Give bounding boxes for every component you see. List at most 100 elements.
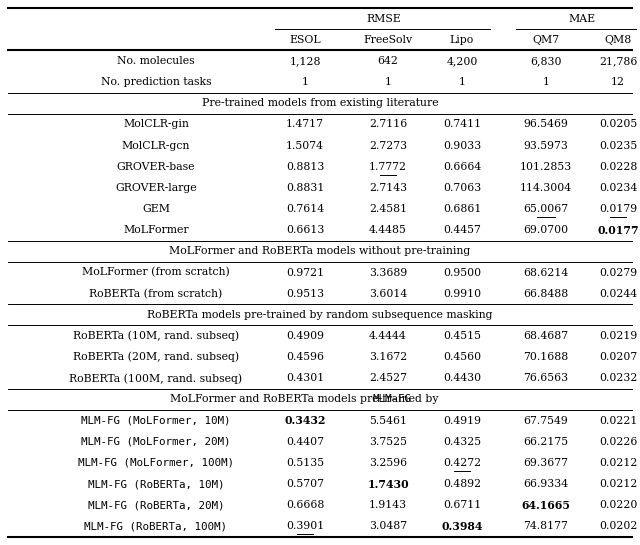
Text: 66.9334: 66.9334 (524, 479, 568, 489)
Text: 93.5973: 93.5973 (524, 141, 568, 150)
Text: 1: 1 (543, 77, 550, 87)
Text: 0.4892: 0.4892 (443, 479, 481, 489)
Text: 0.0177: 0.0177 (597, 225, 639, 235)
Text: 3.0487: 3.0487 (369, 522, 407, 531)
Text: 64.1665: 64.1665 (522, 500, 570, 511)
Text: 0.4407: 0.4407 (286, 437, 324, 447)
Text: 0.9910: 0.9910 (443, 289, 481, 299)
Text: QM7: QM7 (532, 35, 559, 45)
Text: No. molecules: No. molecules (117, 56, 195, 66)
Text: MoLFormer (from scratch): MoLFormer (from scratch) (82, 268, 230, 277)
Text: GROVER-base: GROVER-base (116, 162, 195, 172)
Text: 0.0219: 0.0219 (599, 331, 637, 341)
Text: 1.7430: 1.7430 (367, 479, 409, 489)
Text: MolCLR-gcn: MolCLR-gcn (122, 141, 190, 150)
Text: 3.3689: 3.3689 (369, 268, 407, 277)
Text: 68.4687: 68.4687 (524, 331, 568, 341)
Text: No. prediction tasks: No. prediction tasks (100, 77, 211, 87)
Text: 3.7525: 3.7525 (369, 437, 407, 447)
Text: MLM-FG (RoBERTa, 10M): MLM-FG (RoBERTa, 10M) (88, 479, 224, 489)
Text: 21,786: 21,786 (599, 56, 637, 66)
Text: 0.0234: 0.0234 (599, 183, 637, 193)
Text: 0.0221: 0.0221 (599, 416, 637, 426)
Text: 0.5707: 0.5707 (286, 479, 324, 489)
Text: 1.5074: 1.5074 (286, 141, 324, 150)
Text: 0.6711: 0.6711 (443, 500, 481, 510)
Text: MLM-FG: MLM-FG (372, 395, 412, 404)
Text: 0.0205: 0.0205 (599, 119, 637, 129)
Text: 0.0212: 0.0212 (599, 479, 637, 489)
Text: 0.4560: 0.4560 (443, 352, 481, 362)
Text: 0.6613: 0.6613 (286, 225, 324, 235)
Text: 0.4430: 0.4430 (443, 373, 481, 383)
Text: 114.3004: 114.3004 (520, 183, 572, 193)
Text: 0.9513: 0.9513 (286, 289, 324, 299)
Text: 76.6563: 76.6563 (524, 373, 568, 383)
Text: 66.8488: 66.8488 (524, 289, 568, 299)
Text: 0.8831: 0.8831 (286, 183, 324, 193)
Text: MoLFormer and RoBERTa models pre-trained by: MoLFormer and RoBERTa models pre-trained… (170, 395, 442, 404)
Text: RoBERTa models pre-trained by random subsequence masking: RoBERTa models pre-trained by random sub… (147, 310, 493, 320)
Text: 2.7116: 2.7116 (369, 119, 407, 129)
Text: 0.7411: 0.7411 (443, 119, 481, 129)
Text: 2.7273: 2.7273 (369, 141, 407, 150)
Text: RMSE: RMSE (366, 14, 401, 23)
Text: MoLFormer: MoLFormer (123, 225, 189, 235)
Text: GROVER-large: GROVER-large (115, 183, 197, 193)
Text: 4.4444: 4.4444 (369, 331, 407, 341)
Text: 1: 1 (301, 77, 308, 87)
Text: 3.6014: 3.6014 (369, 289, 407, 299)
Text: 1: 1 (385, 77, 392, 87)
Text: 2.7143: 2.7143 (369, 183, 407, 193)
Text: MoLFormer and RoBERTa models without pre-training: MoLFormer and RoBERTa models without pre… (170, 246, 470, 256)
Text: 0.4457: 0.4457 (443, 225, 481, 235)
Text: 0.0202: 0.0202 (599, 522, 637, 531)
Text: 1: 1 (458, 77, 465, 87)
Text: 0.5135: 0.5135 (286, 458, 324, 468)
Text: 4.4485: 4.4485 (369, 225, 407, 235)
Text: MAE: MAE (568, 14, 596, 23)
Text: MLM-FG (RoBERTa, 100M): MLM-FG (RoBERTa, 100M) (84, 522, 227, 531)
Text: 1,128: 1,128 (289, 56, 321, 66)
Text: 0.0220: 0.0220 (599, 500, 637, 510)
Text: 0.7063: 0.7063 (443, 183, 481, 193)
Text: 1.4717: 1.4717 (286, 119, 324, 129)
Text: 67.7549: 67.7549 (524, 416, 568, 426)
Text: 0.0228: 0.0228 (599, 162, 637, 172)
Text: 69.3677: 69.3677 (524, 458, 568, 468)
Text: 0.4515: 0.4515 (443, 331, 481, 341)
Text: 1.9143: 1.9143 (369, 500, 407, 510)
Text: 0.4596: 0.4596 (286, 352, 324, 362)
Text: 12: 12 (611, 77, 625, 87)
Text: 0.9033: 0.9033 (443, 141, 481, 150)
Text: 0.9500: 0.9500 (443, 268, 481, 277)
Text: 0.6861: 0.6861 (443, 204, 481, 214)
Text: 65.0067: 65.0067 (524, 204, 568, 214)
Text: 0.8813: 0.8813 (286, 162, 324, 172)
Text: 0.6668: 0.6668 (286, 500, 324, 510)
Text: 0.3984: 0.3984 (442, 521, 483, 532)
Text: 0.4909: 0.4909 (286, 331, 324, 341)
Text: RoBERTa (from scratch): RoBERTa (from scratch) (90, 288, 223, 299)
Text: MolCLR-gin: MolCLR-gin (123, 119, 189, 129)
Text: FreeSolv: FreeSolv (364, 35, 413, 45)
Text: 0.0179: 0.0179 (599, 204, 637, 214)
Text: 1.7772: 1.7772 (369, 162, 407, 172)
Text: 0.3901: 0.3901 (286, 522, 324, 531)
Text: 0.0235: 0.0235 (599, 141, 637, 150)
Text: 0.0279: 0.0279 (599, 268, 637, 277)
Text: 2.4527: 2.4527 (369, 373, 407, 383)
Text: 3.1672: 3.1672 (369, 352, 407, 362)
Text: 2.4581: 2.4581 (369, 204, 407, 214)
Text: 101.2853: 101.2853 (520, 162, 572, 172)
Text: 74.8177: 74.8177 (524, 522, 568, 531)
Text: 0.4325: 0.4325 (443, 437, 481, 447)
Text: 0.0212: 0.0212 (599, 458, 637, 468)
Text: Lipo: Lipo (450, 35, 474, 45)
Text: MLM-FG (RoBERTa, 20M): MLM-FG (RoBERTa, 20M) (88, 500, 224, 510)
Text: QM8: QM8 (604, 35, 632, 45)
Text: 96.5469: 96.5469 (524, 119, 568, 129)
Text: 6,830: 6,830 (531, 56, 562, 66)
Text: 0.4301: 0.4301 (286, 373, 324, 383)
Text: GEM: GEM (142, 204, 170, 214)
